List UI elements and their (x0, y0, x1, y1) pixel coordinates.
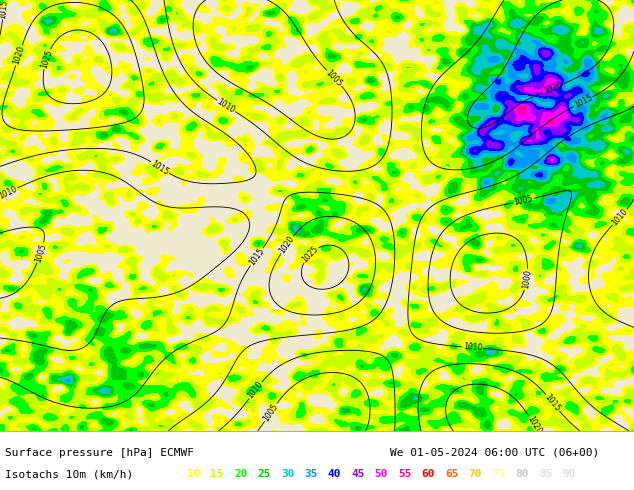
Text: 1010: 1010 (246, 380, 265, 401)
Text: 70: 70 (469, 469, 482, 479)
Text: 10: 10 (187, 469, 200, 479)
Text: 1015: 1015 (0, 0, 9, 19)
Text: 1005: 1005 (34, 242, 48, 263)
Text: 35: 35 (304, 469, 318, 479)
Text: 1010: 1010 (0, 184, 18, 200)
Text: 1015: 1015 (573, 93, 594, 110)
Text: 50: 50 (375, 469, 388, 479)
Text: 1020: 1020 (542, 80, 563, 96)
Text: 25: 25 (257, 469, 271, 479)
Text: 1005: 1005 (262, 402, 280, 423)
Text: 1010: 1010 (216, 97, 236, 115)
Text: 30: 30 (281, 469, 294, 479)
Text: 15: 15 (210, 469, 224, 479)
Text: 1005: 1005 (513, 194, 534, 207)
Text: 1005: 1005 (324, 68, 344, 88)
Text: 20: 20 (234, 469, 247, 479)
Text: 40: 40 (328, 469, 341, 479)
Text: 1010: 1010 (463, 343, 482, 353)
Text: 60: 60 (422, 469, 435, 479)
Text: 75: 75 (492, 469, 505, 479)
Text: 1000: 1000 (521, 269, 533, 290)
Text: 45: 45 (351, 469, 365, 479)
Text: 1010: 1010 (610, 207, 630, 227)
Text: 1025: 1025 (300, 244, 320, 264)
Text: Isotachs 10m (km/h): Isotachs 10m (km/h) (5, 469, 133, 479)
Text: 1015: 1015 (543, 392, 562, 413)
Text: 1025: 1025 (39, 48, 54, 69)
Text: 55: 55 (398, 469, 411, 479)
Text: 1020: 1020 (278, 235, 296, 255)
Text: 85: 85 (539, 469, 552, 479)
Text: We 01-05-2024 06:00 UTC (06+00): We 01-05-2024 06:00 UTC (06+00) (390, 448, 599, 458)
Text: 1015: 1015 (247, 246, 266, 268)
Text: 65: 65 (445, 469, 458, 479)
Text: 80: 80 (515, 469, 529, 479)
Text: 1015: 1015 (150, 159, 171, 176)
Text: 1020: 1020 (525, 414, 543, 435)
Text: 1020: 1020 (12, 45, 27, 66)
Text: Surface pressure [hPa] ECMWF: Surface pressure [hPa] ECMWF (5, 448, 194, 458)
Text: 90: 90 (562, 469, 576, 479)
